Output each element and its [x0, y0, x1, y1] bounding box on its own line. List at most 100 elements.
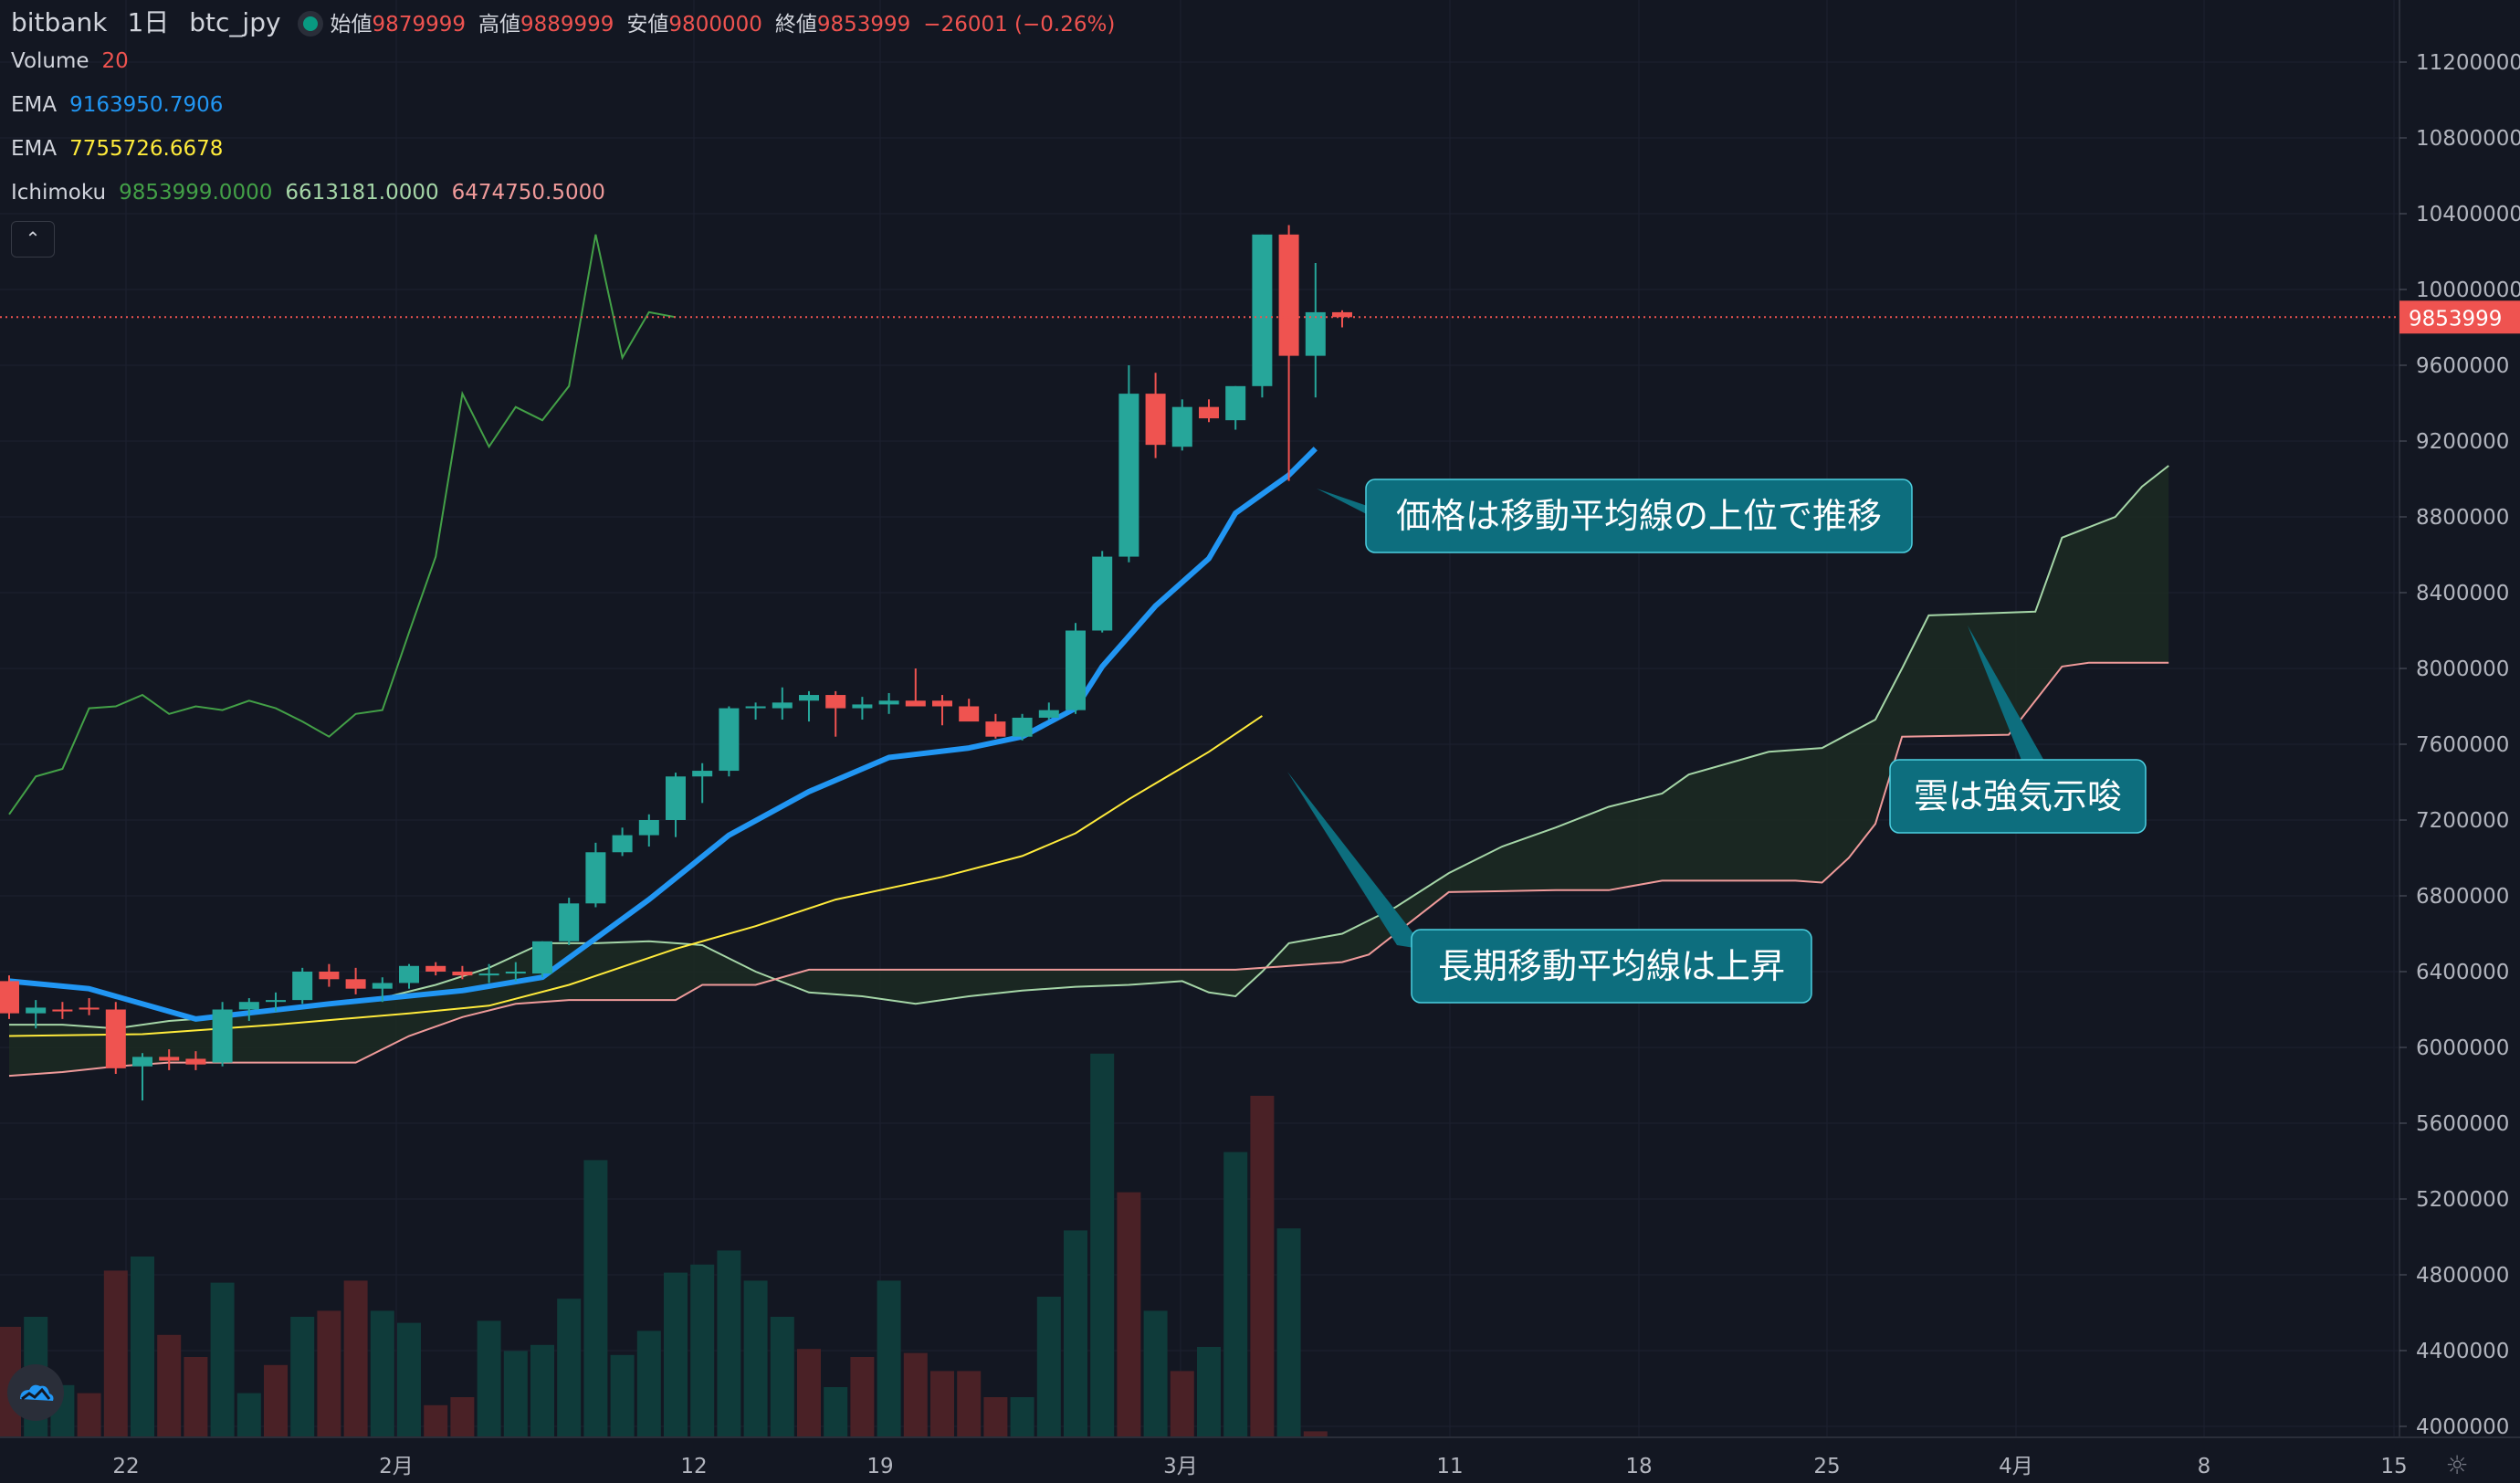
high-label: 高値	[478, 13, 520, 37]
time-tick-label: 19	[866, 1455, 893, 1478]
volume-bars	[0, 1053, 1328, 1437]
candle-body[interactable]	[292, 972, 313, 1001]
close-value: 9853999	[816, 13, 911, 37]
price-tick-label: 4800000	[2416, 1264, 2509, 1288]
volume-bar	[450, 1397, 475, 1437]
interval-label[interactable]: 1日	[127, 7, 170, 37]
candle-body[interactable]	[132, 1057, 152, 1067]
candle-body[interactable]	[1012, 717, 1033, 737]
tradingview-logo-icon[interactable]	[7, 1364, 64, 1421]
candle-body[interactable]	[505, 972, 526, 974]
candle-body[interactable]	[772, 702, 793, 709]
candle-body[interactable]	[159, 1057, 180, 1061]
last-price-tag	[2399, 300, 2520, 334]
candle-body[interactable]	[1225, 385, 1246, 421]
price-tick-label: 6800000	[2416, 885, 2509, 909]
volume-bar	[983, 1397, 1008, 1437]
collapse-legend-button[interactable]: ⌃	[11, 221, 55, 258]
volume-bar	[1303, 1431, 1328, 1437]
candle-body[interactable]	[319, 972, 340, 980]
candle-body[interactable]	[612, 835, 633, 853]
candle-body[interactable]	[0, 981, 19, 1014]
candle-body[interactable]	[532, 941, 552, 974]
senkou-span-b-line	[8, 661, 2169, 1078]
volume-bar	[1223, 1152, 1248, 1437]
candle-body[interactable]	[985, 721, 1006, 737]
volume-bar	[290, 1317, 315, 1437]
candle-body[interactable]	[852, 704, 873, 709]
candle-body[interactable]	[905, 700, 926, 707]
volume-bar	[610, 1354, 635, 1437]
volume-legend[interactable]: Volume 20	[11, 49, 136, 73]
candle-body[interactable]	[212, 1009, 233, 1063]
price-tick-label: 5600000	[2416, 1112, 2509, 1136]
candle-body[interactable]	[1118, 394, 1139, 557]
candle-body[interactable]	[478, 973, 499, 976]
candle-body[interactable]	[932, 700, 952, 707]
candle-body[interactable]	[266, 1000, 286, 1003]
settings-gear-icon[interactable]: ☼	[2445, 1450, 2469, 1480]
price-tick-label: 4400000	[2416, 1340, 2509, 1363]
volume-bar	[636, 1330, 661, 1437]
symbol-legend[interactable]: bitbank 1日 btc_jpy 始値9879999 高値9889999 安値9800…	[11, 3, 1122, 39]
candle-body[interactable]	[399, 965, 419, 983]
candle-body[interactable]	[638, 820, 659, 836]
ema-fast-legend[interactable]: EMA 9163950.7906	[11, 93, 230, 117]
volume-bar	[903, 1352, 928, 1437]
symbol-name[interactable]: btc_jpy	[189, 7, 281, 37]
candles[interactable]	[0, 225, 1352, 1101]
ema-fast-value: 9163950.7906	[69, 93, 224, 117]
candle-body[interactable]	[1305, 311, 1326, 356]
volume-bar	[77, 1393, 101, 1437]
candle-body[interactable]	[1038, 710, 1059, 718]
candle-body[interactable]	[425, 965, 446, 972]
price-axis[interactable]: 11200000 10800000 10400000 10000000 9600000 9…	[0, 0, 2520, 1439]
candle-body[interactable]	[666, 776, 686, 820]
candle-body[interactable]	[825, 695, 846, 709]
candle-body[interactable]	[1066, 630, 1086, 710]
candle-body[interactable]	[1332, 311, 1352, 318]
ema-fast-line	[8, 447, 1318, 1022]
volume-bar	[877, 1280, 901, 1437]
candle-body[interactable]	[1145, 394, 1166, 446]
candle-body[interactable]	[452, 972, 473, 976]
candle-body[interactable]	[1278, 234, 1299, 356]
candle-body[interactable]	[1252, 234, 1273, 386]
candle-body[interactable]	[26, 1007, 47, 1014]
candle-body[interactable]	[692, 771, 713, 777]
candle-body[interactable]	[878, 700, 899, 705]
candle-body[interactable]	[585, 852, 606, 904]
candle-body[interactable]	[1092, 556, 1113, 631]
annotation-pointer	[1287, 772, 1426, 950]
candle-body[interactable]	[238, 1002, 259, 1010]
ema-slow-legend[interactable]: EMA 7755726.6678	[11, 137, 230, 161]
candle-body[interactable]	[1171, 406, 1192, 447]
candle-body[interactable]	[745, 706, 766, 709]
candle-body[interactable]	[345, 979, 366, 989]
candle-body[interactable]	[559, 903, 580, 941]
price-tick-label: 9200000	[2416, 430, 2509, 454]
price-tick-label: 10800000	[2416, 127, 2520, 151]
volume-bar	[717, 1250, 741, 1437]
candle-body[interactable]	[719, 708, 740, 772]
candle-body[interactable]	[105, 1009, 126, 1068]
candle-body[interactable]	[1199, 406, 1219, 419]
candle-body[interactable]	[52, 1009, 73, 1012]
volume-bar	[1117, 1192, 1141, 1437]
price-tick-label: 5200000	[2416, 1188, 2509, 1212]
last-price-label: 9853999	[2409, 307, 2502, 331]
candle-body[interactable]	[79, 1007, 100, 1010]
candle-body[interactable]	[372, 983, 393, 989]
cloud-fill	[9, 466, 2169, 1077]
candle-body[interactable]	[959, 706, 980, 722]
time-axis[interactable]: 22 2月 12 19 3月 11 18 25 4月 8 15	[0, 1436, 2520, 1478]
candle-body[interactable]	[185, 1058, 206, 1065]
price-tick-label: 8000000	[2416, 657, 2509, 681]
volume-bar	[930, 1371, 954, 1437]
ichimoku-legend[interactable]: Ichimoku 9853999.0000 6613181.0000 6474750.…	[11, 181, 613, 205]
market-status-icon	[297, 11, 323, 37]
candle-body[interactable]	[799, 695, 819, 701]
ema-slow-line	[8, 715, 1263, 1037]
